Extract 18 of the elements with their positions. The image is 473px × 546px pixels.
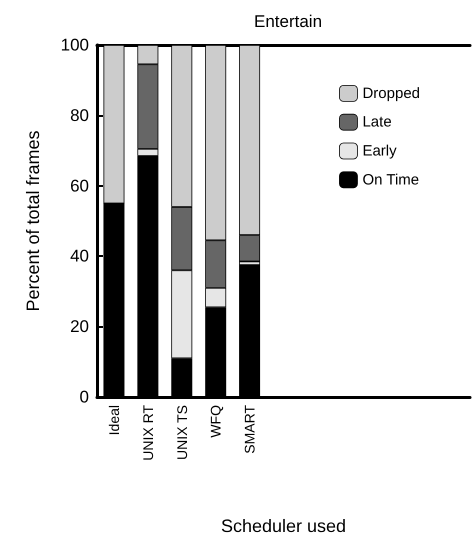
y-tick-label: 100 xyxy=(60,36,89,54)
y-tick-label: 40 xyxy=(70,246,89,266)
y-tick-label: 0 xyxy=(80,388,89,406)
y-tick-label: 20 xyxy=(70,317,89,336)
y-tick-label: 80 xyxy=(70,106,89,125)
legend-label: Late xyxy=(362,114,392,131)
x-tick-label: Ideal xyxy=(106,405,122,436)
x-tick-label: SMART xyxy=(242,404,258,454)
chart-title: Entertain xyxy=(254,12,322,31)
x-tick-label: WFQ xyxy=(208,404,224,438)
legend-label: Early xyxy=(362,142,398,160)
y-tick-label: 60 xyxy=(70,176,89,196)
x-tick-label: UNIX RT xyxy=(140,404,156,461)
legend-label: Dropped xyxy=(362,84,420,102)
y-axis-title: Percent of total frames xyxy=(23,130,43,312)
x-tick-label: UNIX TS xyxy=(174,405,190,460)
legend-label: On Time xyxy=(362,171,420,188)
x-axis-title: Scheduler used xyxy=(220,516,346,536)
